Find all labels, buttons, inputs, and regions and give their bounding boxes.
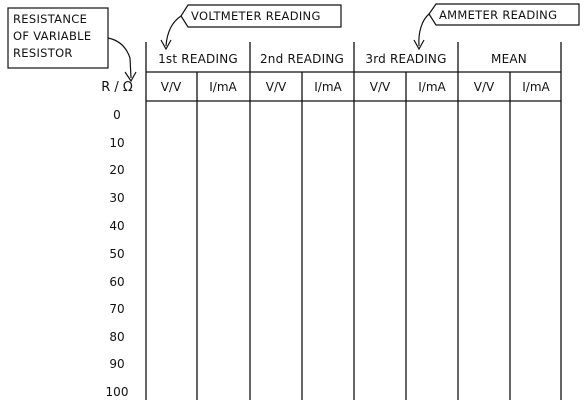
callout-voltmeter: VOLTMETER READING <box>160 4 342 51</box>
resistance-value-60: 60 <box>109 275 124 289</box>
callout-voltmeter-box <box>180 4 342 28</box>
group-header-2nd-reading: 2nd READING <box>260 52 344 66</box>
subheader-1st-current: I/mA <box>209 80 237 94</box>
group-header-1st-reading: 1st READING <box>158 52 238 66</box>
resistance-value-70: 70 <box>109 302 124 316</box>
callout-ammeter-label: AMMETER READING <box>439 8 557 22</box>
subheader-3rd-current: I/mA <box>418 80 446 94</box>
subheader-mean-voltage: V/V <box>474 80 495 94</box>
callout-resistance-box <box>7 7 109 69</box>
resistance-value-40: 40 <box>109 219 124 233</box>
group-headers: 1st READING 2nd READING 3rd READING MEAN <box>158 52 527 66</box>
callout-ammeter-arrowhead <box>413 39 425 51</box>
subheader-3rd-voltage: V/V <box>370 80 391 94</box>
resistance-value-50: 50 <box>109 247 124 261</box>
callout-resistance-arrow <box>107 37 132 79</box>
callout-ammeter-box <box>428 3 580 26</box>
callout-ammeter-arrow <box>418 13 430 47</box>
group-header-mean: MEAN <box>491 52 527 66</box>
sub-column-headers: V/V I/mA V/V I/mA V/V I/mA V/V I/mA <box>161 80 551 94</box>
resistance-value-90: 90 <box>109 357 124 371</box>
callout-resistance: RESISTANCE OF VARIABLE RESISTOR <box>7 7 137 83</box>
callout-ammeter: AMMETER READING <box>413 3 580 51</box>
resistance-values: 0 10 20 30 40 50 60 70 80 90 100 <box>106 108 129 399</box>
resistance-value-0: 0 <box>113 108 121 122</box>
resistance-value-100: 100 <box>106 385 129 399</box>
resistance-value-80: 80 <box>109 330 124 344</box>
group-header-3rd-reading: 3rd READING <box>365 52 446 66</box>
callout-voltmeter-arrowhead <box>160 39 172 51</box>
callout-voltmeter-label: VOLTMETER READING <box>191 9 321 23</box>
subheader-1st-voltage: V/V <box>161 80 182 94</box>
callout-voltmeter-arrow <box>165 15 182 47</box>
resistance-value-10: 10 <box>109 136 124 150</box>
callout-resistance-line-2: OF VARIABLE <box>13 29 91 43</box>
callout-resistance-line-3: RESISTOR <box>13 46 73 60</box>
callout-resistance-line-1: RESISTANCE <box>13 12 87 26</box>
resistance-value-20: 20 <box>109 163 124 177</box>
table-grid <box>145 42 562 400</box>
subheader-2nd-current: I/mA <box>314 80 342 94</box>
subheader-2nd-voltage: V/V <box>266 80 287 94</box>
subheader-mean-current: I/mA <box>522 80 550 94</box>
callout-resistance-arrowhead <box>124 71 137 83</box>
resistance-value-30: 30 <box>109 191 124 205</box>
row-header-resistance: R / Ω <box>101 80 133 95</box>
